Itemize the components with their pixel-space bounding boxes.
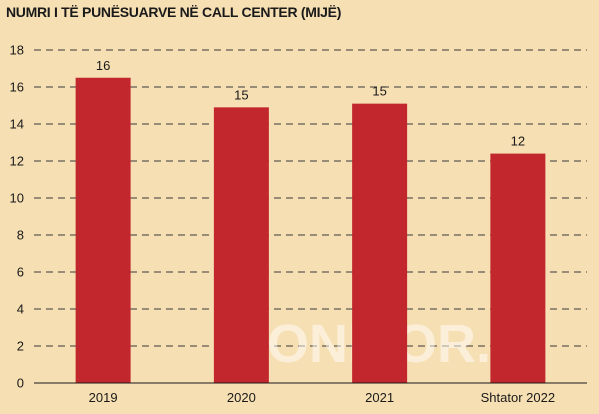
data-label-2020: 15 (234, 87, 248, 102)
x-axis-labels: 2019 2020 2021 Shtator 2022 (89, 390, 555, 405)
y-tick-label-10: 10 (10, 191, 24, 206)
y-tick-label-18: 18 (10, 43, 24, 58)
y-tick-label-12: 12 (10, 154, 24, 169)
x-tick-label-2020: 2020 (227, 390, 256, 405)
data-label-2021: 15 (372, 84, 386, 99)
y-tick-label-4: 4 (17, 302, 24, 317)
y-axis-ticks: 0 2 4 6 8 10 12 14 16 18 (10, 43, 24, 391)
chart-title: NUMRI I TË PUNËSUARVE NË CALL CENTER (MI… (6, 4, 342, 20)
y-tick-label-0: 0 (17, 376, 24, 391)
data-label-2019: 16 (96, 58, 110, 73)
y-tick-label-6: 6 (17, 265, 24, 280)
y-tick-label-8: 8 (17, 228, 24, 243)
bar-shtator-2022 (490, 153, 546, 383)
y-tick-label-16: 16 (10, 80, 24, 95)
x-tick-label-shtator-2022: Shtator 2022 (481, 390, 555, 405)
bars: 16 15 15 12 (75, 58, 546, 384)
bar-2020 (213, 107, 269, 383)
y-tick-label-2: 2 (17, 339, 24, 354)
y-tick-label-14: 14 (10, 117, 24, 132)
x-tick-label-2021: 2021 (365, 390, 394, 405)
data-label-shtator-2022: 12 (511, 134, 525, 149)
bar-2019 (75, 77, 131, 383)
bar-2021 (352, 103, 408, 384)
x-tick-label-2019: 2019 (89, 390, 118, 405)
